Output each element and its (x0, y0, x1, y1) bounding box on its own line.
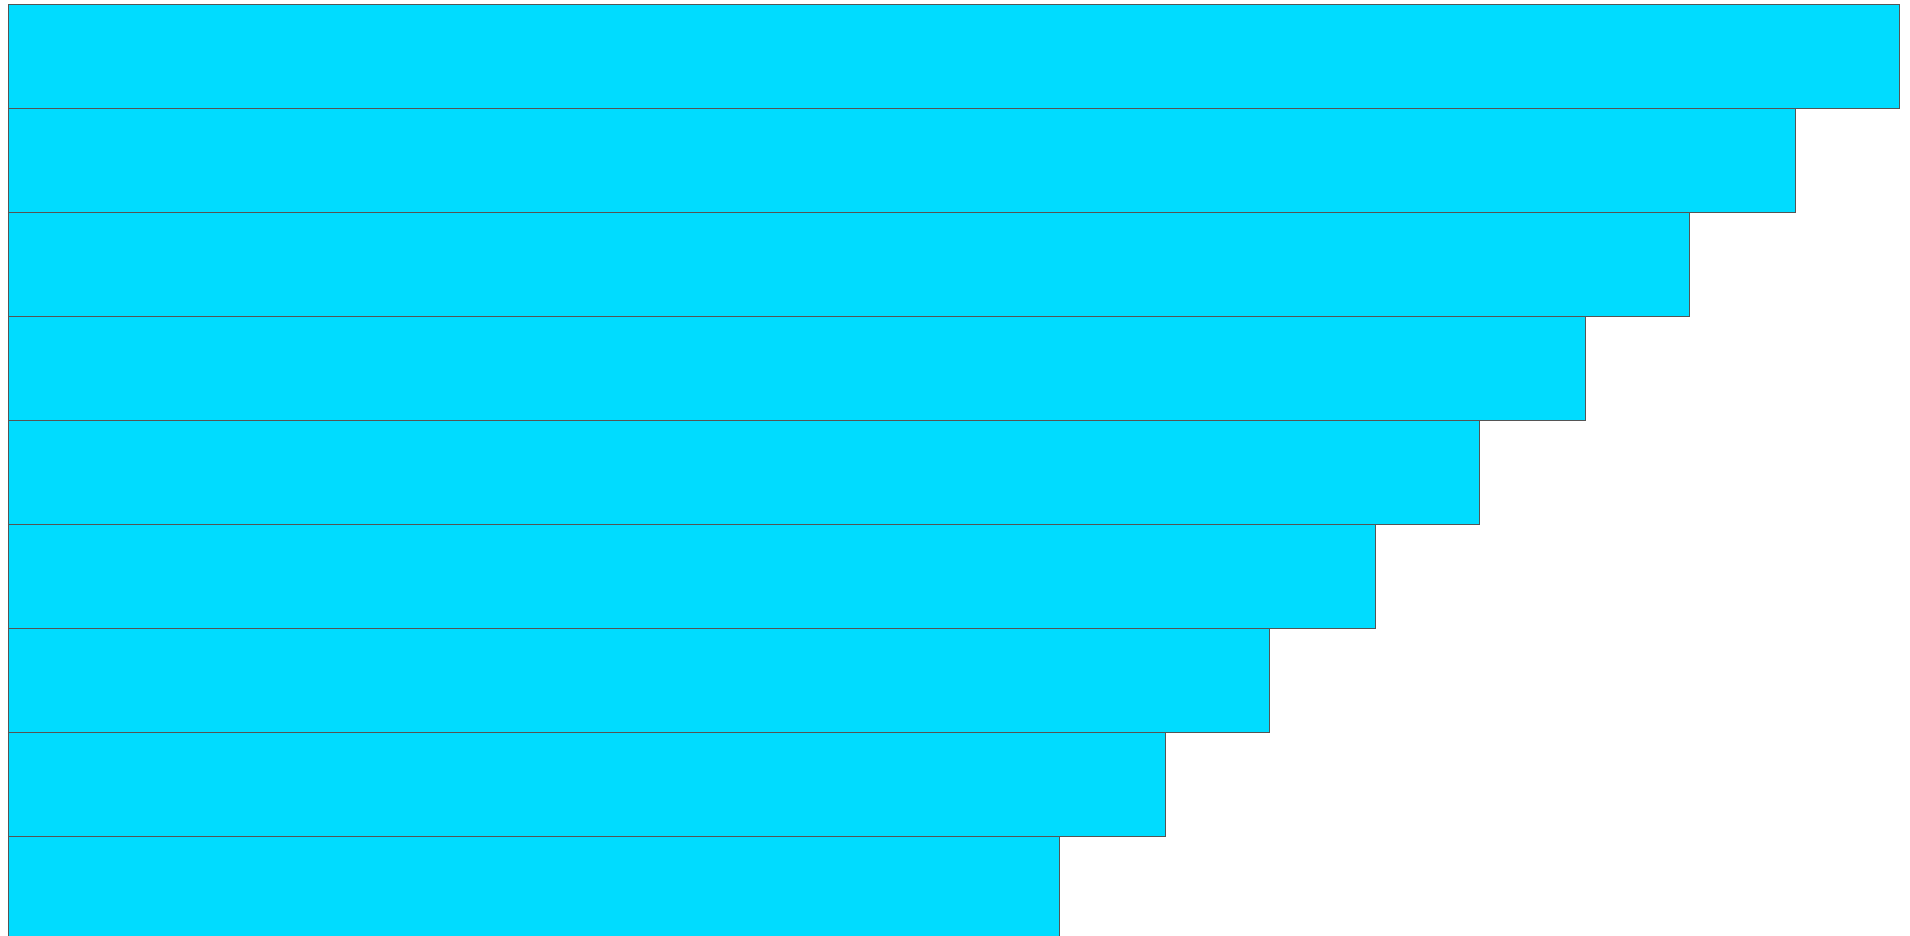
bar-5 (8, 420, 1480, 525)
bar-4 (8, 316, 1586, 421)
bar-3 (8, 212, 1690, 317)
bar-6 (8, 524, 1376, 629)
bar-7 (8, 628, 1270, 733)
bar-1 (8, 4, 1900, 109)
bar-8 (8, 732, 1166, 837)
bar-2 (8, 108, 1796, 213)
bar-9 (8, 836, 1060, 936)
